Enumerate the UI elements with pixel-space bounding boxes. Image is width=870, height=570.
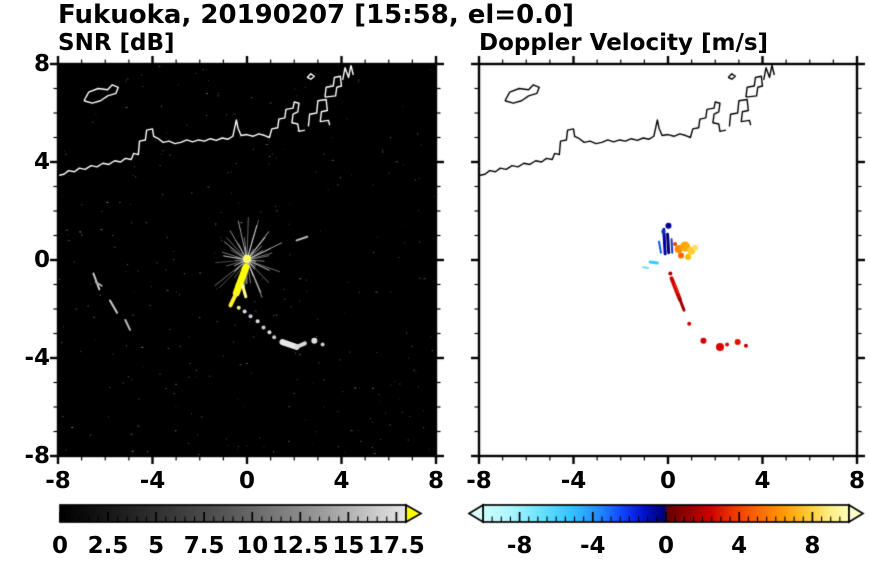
tick-label: 5 xyxy=(148,533,165,559)
tick-label: -8 xyxy=(24,443,50,469)
doppler-panel-title: Doppler Velocity [m/s] xyxy=(479,30,769,56)
tick-label: 0 xyxy=(238,468,256,494)
tick-label: 0 xyxy=(659,468,677,494)
tick-label: 0 xyxy=(657,533,675,559)
tick-label: -8 xyxy=(45,468,71,494)
tick-label: 17.5 xyxy=(368,533,425,559)
tick-label: 15 xyxy=(332,533,365,559)
tick-label: 4 xyxy=(731,533,748,559)
tick-label: 4 xyxy=(754,468,771,494)
tick-label: 8 xyxy=(848,468,866,494)
snr-panel-title: SNR [dB] xyxy=(58,30,175,56)
tick-label: 7.5 xyxy=(183,533,225,559)
tick-label: 0 xyxy=(33,247,50,273)
tick-label: 0 xyxy=(51,533,69,559)
tick-label: -8 xyxy=(506,533,533,559)
tick-label: -4 xyxy=(560,468,587,494)
tick-label: 12.5 xyxy=(271,533,329,559)
tick-label: 8 xyxy=(427,468,445,494)
tick-label: 8 xyxy=(804,533,821,559)
tick-label: 10 xyxy=(236,533,269,559)
tick-label: -8 xyxy=(466,468,492,494)
tick-label: -4 xyxy=(24,345,50,371)
tick-label: -4 xyxy=(139,468,166,494)
tick-label: 8 xyxy=(33,51,50,77)
tick-label: 4 xyxy=(33,149,50,175)
tick-label: -4 xyxy=(580,533,606,559)
tick-label: 2.5 xyxy=(87,533,129,559)
figure-title: Fukuoka, 20190207 [15:58, el=0.0] xyxy=(58,0,575,30)
tick-label: 4 xyxy=(333,468,350,494)
